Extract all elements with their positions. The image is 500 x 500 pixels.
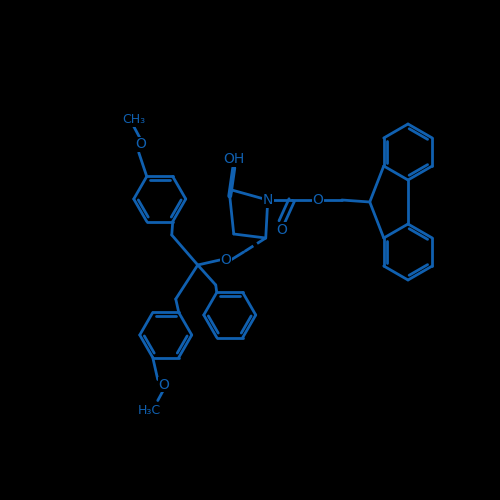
Text: N: N (262, 193, 273, 207)
Text: H₃C: H₃C (138, 404, 162, 417)
Text: O: O (136, 138, 146, 151)
Text: O: O (312, 193, 323, 207)
Text: CH₃: CH₃ (122, 113, 146, 126)
Text: O: O (276, 223, 287, 237)
Text: OH: OH (223, 152, 244, 166)
Text: O: O (220, 253, 231, 267)
Text: O: O (158, 378, 169, 392)
